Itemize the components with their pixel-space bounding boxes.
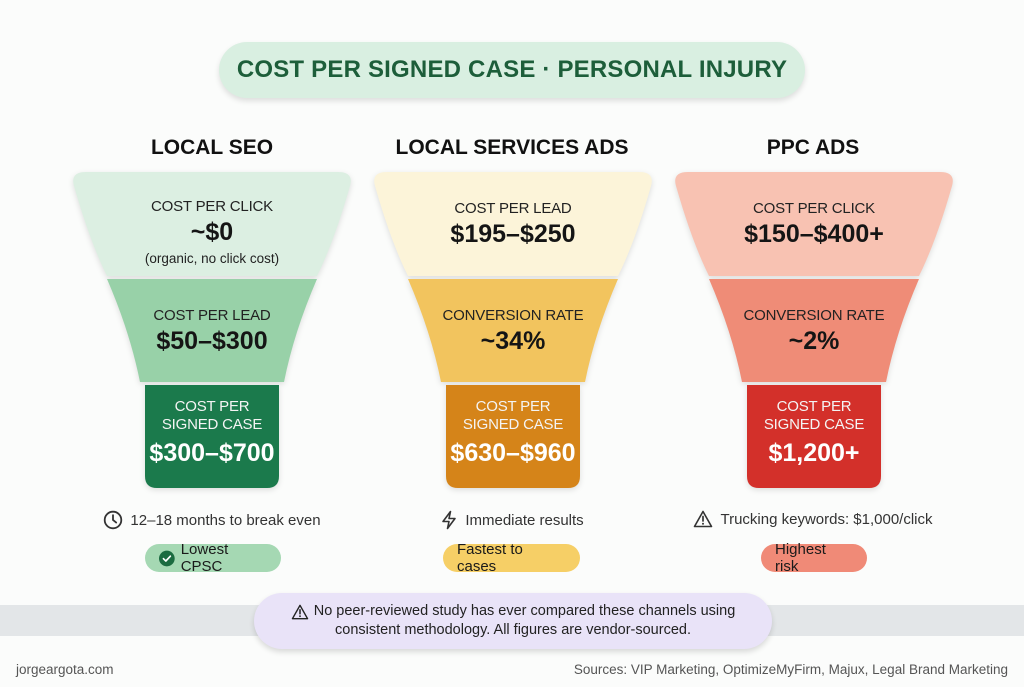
note-text: 12–18 months to break even <box>130 511 321 529</box>
warning-icon <box>291 604 308 619</box>
badge-fastest-to-cases: Fastest to cases <box>443 541 580 575</box>
note-immediate-results: Immediate results <box>352 510 672 530</box>
badge-text: Highest risk <box>775 541 826 575</box>
segment-cost-per-signed-case: COST PER SIGNED CASE $630–$960 <box>373 398 653 468</box>
funnel-shape <box>675 172 953 488</box>
segment-conversion-rate: CONVERSION RATE ~34% <box>373 307 653 356</box>
warning-icon <box>694 510 713 528</box>
segment-value: $195–$250 <box>450 220 576 248</box>
funnel-shape <box>374 172 652 488</box>
segment-value: ~2% <box>788 327 840 355</box>
funnel-shape <box>73 172 351 488</box>
segment-value: $300–$700 <box>149 439 275 467</box>
segment-cost-per-click: COST PER CLICK $150–$400+ <box>674 200 954 249</box>
segment-value: $1,200+ <box>768 439 860 467</box>
disclaimer-banner: No peer-reviewed study has ever compared… <box>254 593 772 649</box>
segment-label: COST PER LEAD <box>454 200 572 217</box>
segment-cost-per-click: COST PER CLICK ~$0 (organic, no click co… <box>72 198 352 266</box>
site-credit: jorgeargota.com <box>16 662 114 677</box>
segment-value: $630–$960 <box>450 439 576 467</box>
segment-label: SIGNED CASE <box>161 416 263 433</box>
funnel-ppc-ads: COST PER CLICK $150–$400+ CONVERSION RAT… <box>674 172 954 490</box>
segment-label: COST PER LEAD <box>153 307 271 324</box>
sources-text: Sources: VIP Marketing, OptimizeMyFirm, … <box>573 662 1008 677</box>
segment-sublabel: (organic, no click cost) <box>144 251 280 266</box>
badge-text: Fastest to cases <box>457 541 523 575</box>
segment-cost-per-signed-case: COST PER SIGNED CASE $1,200+ <box>674 398 954 468</box>
segment-conversion-rate: CONVERSION RATE ~2% <box>674 307 954 356</box>
segment-label: COST PER CLICK <box>753 200 875 217</box>
segment-value: $150–$400+ <box>744 220 884 248</box>
segment-value: ~$0 <box>190 218 234 246</box>
badge-highest-risk: Highest risk <box>761 541 867 575</box>
segment-label: CONVERSION RATE <box>442 307 584 324</box>
column-title-local-seo: LOCAL SEO <box>150 136 274 159</box>
segment-label: COST PER CLICK <box>151 198 273 215</box>
segment-label: COST PER <box>174 398 250 415</box>
funnel-local-services-ads: COST PER LEAD $195–$250 CONVERSION RATE … <box>373 172 653 490</box>
segment-cost-per-lead: COST PER LEAD $50–$300 <box>72 307 352 356</box>
column-title-local-services-ads: LOCAL SERVICES ADS <box>395 136 629 159</box>
note-trucking-keywords: Trucking keywords: $1,000/click <box>653 510 973 528</box>
segment-label: SIGNED CASE <box>462 416 564 433</box>
segment-value: ~34% <box>480 327 546 355</box>
note-break-even: 12–18 months to break even <box>52 510 372 530</box>
segment-label: COST PER <box>776 398 852 415</box>
clock-icon <box>104 510 123 530</box>
badge-text: Lowest CPSC <box>180 541 229 575</box>
disclaimer-line-2: consistent methodology. All figures are … <box>335 622 691 638</box>
segment-value: $50–$300 <box>156 327 268 355</box>
disclaimer-line-1: No peer-reviewed study has ever compared… <box>313 603 736 619</box>
note-text: Trucking keywords: $1,000/click <box>720 510 933 528</box>
page-title: COST PER SIGNED CASE · PERSONAL INJURY <box>219 42 805 98</box>
segment-cost-per-signed-case: COST PER SIGNED CASE $300–$700 <box>72 398 352 468</box>
segment-label: SIGNED CASE <box>763 416 865 433</box>
segment-cost-per-lead: COST PER LEAD $195–$250 <box>373 200 653 249</box>
funnel-local-seo: COST PER CLICK ~$0 (organic, no click co… <box>72 172 352 490</box>
segment-label: CONVERSION RATE <box>743 307 885 324</box>
segment-label: COST PER <box>475 398 551 415</box>
note-text: Immediate results <box>465 511 584 529</box>
column-title-ppc-ads: PPC ADS <box>766 136 860 159</box>
check-circle-icon <box>159 550 175 566</box>
lightning-icon <box>442 510 457 530</box>
badge-lowest-cpsc: Lowest CPSC <box>145 541 281 575</box>
